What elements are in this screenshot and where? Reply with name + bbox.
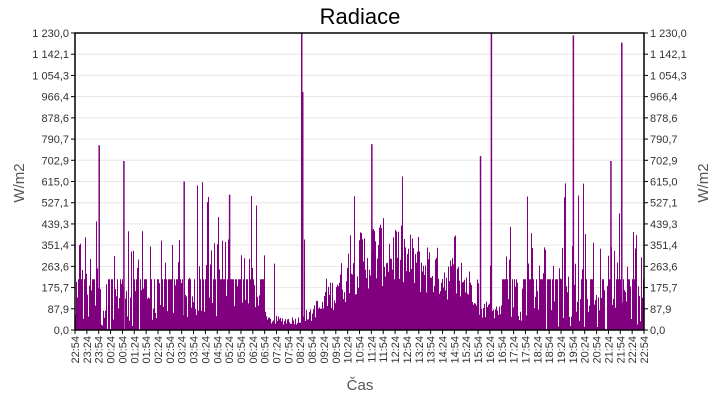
x-tick-label: 05:24 (224, 336, 236, 364)
x-tick-label: 17:24 (509, 336, 521, 364)
x-tick-label: 15:54 (473, 336, 485, 364)
y-tick-label: 966,4 (41, 92, 69, 104)
x-tick-label: 02:24 (153, 336, 165, 364)
data-bars (75, 33, 644, 330)
x-tick-label: 13:54 (426, 336, 438, 364)
y-tick-label: 351,4 (650, 240, 678, 252)
x-tick-label: 01:54 (141, 336, 153, 364)
x-tick-label: 06:54 (260, 336, 272, 364)
y-tick-label: 0,0 (54, 325, 69, 337)
y-tick-label: 87,9 (48, 304, 69, 316)
x-tick-label: 13:24 (414, 336, 426, 364)
y-tick-label: 175,7 (41, 283, 69, 295)
x-tick-label: 17:54 (520, 336, 532, 364)
y-tick-label: 702,9 (41, 155, 69, 167)
x-tick-label: 05:54 (236, 336, 248, 364)
y-tick-label: 87,9 (650, 304, 671, 316)
y-tick-label: 1 054,3 (650, 70, 687, 82)
chart-title: Radiace (319, 4, 401, 29)
x-tick-label: 20:24 (580, 336, 592, 364)
y-tick-label: 615,0 (41, 177, 69, 189)
y-tick-label: 1 054,3 (32, 70, 69, 82)
x-tick-label: 09:24 (319, 336, 331, 364)
x-tick-label: 14:54 (449, 336, 461, 364)
x-tick-label: 20:54 (592, 336, 604, 364)
y-tick-label: 878,6 (41, 113, 69, 125)
x-tick-label: 11:24 (366, 336, 378, 363)
x-tick-label: 08:24 (295, 336, 307, 364)
x-tick-label: 07:24 (272, 336, 284, 364)
y-tick-label: 615,0 (650, 177, 678, 189)
x-tick-label: 22:54 (639, 336, 651, 364)
y-tick-label: 1 230,0 (650, 28, 687, 40)
y-tick-label: 175,7 (650, 283, 678, 295)
x-tick-label: 00:24 (106, 336, 118, 364)
y-tick-label: 1 142,1 (32, 49, 69, 61)
x-tick-label: 15:24 (461, 336, 473, 364)
y-tick-label: 527,1 (650, 198, 678, 210)
x-tick-label: 06:24 (248, 336, 260, 364)
x-tick-label: 09:54 (331, 336, 343, 364)
y-tick-label: 527,1 (41, 198, 69, 210)
x-tick-label: 18:24 (532, 336, 544, 364)
y-tick-label: 351,4 (41, 240, 69, 252)
x-tick-label: 22:24 (627, 336, 639, 364)
x-tick-label: 22:54 (70, 336, 82, 364)
x-tick-label: 16:54 (497, 336, 509, 364)
y-axis-title-left: W/m2 (11, 163, 28, 202)
x-tick-label: 08:54 (307, 336, 319, 364)
y-tick-label: 790,7 (650, 134, 678, 146)
x-tick-label: 16:24 (485, 336, 497, 364)
x-tick-label: 21:24 (603, 336, 615, 364)
x-tick-label: 04:54 (212, 336, 224, 364)
x-tick-label: 07:54 (283, 336, 295, 364)
x-axis: 22:54 23:24 23:54 00:24 00:54 01:24 01:54 02:24… (70, 330, 651, 364)
x-tick-label: 10:54 (355, 336, 367, 364)
y-axis-right: 0,0 87,9 175,7 263,6 351,4 439,3 527,1 615,0 702… (644, 28, 687, 337)
y-axis-title-right: W/m2 (695, 163, 712, 202)
x-tick-label: 21:54 (615, 336, 627, 364)
x-tick-label: 03:54 (189, 336, 201, 364)
y-tick-label: 966,4 (650, 92, 678, 104)
y-tick-label: 439,3 (650, 219, 678, 231)
x-tick-label: 23:54 (94, 336, 106, 364)
x-tick-label: 19:54 (568, 336, 580, 364)
x-tick-label: 03:24 (177, 336, 189, 364)
x-tick-label: 19:24 (556, 336, 568, 364)
x-tick-label: 12:24 (390, 336, 402, 364)
x-tick-label: 11:54 (378, 336, 390, 363)
x-tick-label: 02:54 (165, 336, 177, 364)
x-tick-label: 12:54 (402, 336, 414, 364)
x-tick-label: 18:54 (544, 336, 556, 364)
x-tick-label: 01:24 (129, 336, 141, 364)
y-tick-label: 263,6 (650, 261, 678, 273)
x-tick-label: 00:54 (117, 336, 129, 364)
y-tick-label: 439,3 (41, 219, 69, 231)
y-tick-label: 878,6 (650, 113, 678, 125)
y-tick-label: 1 230,0 (32, 28, 69, 40)
y-tick-label: 263,6 (41, 261, 69, 273)
y-tick-label: 1 142,1 (650, 49, 687, 61)
y-tick-label: 702,9 (650, 155, 678, 167)
y-tick-label: 790,7 (41, 134, 69, 146)
x-tick-label: 10:24 (343, 336, 355, 364)
x-tick-label: 04:24 (200, 336, 212, 364)
y-tick-label: 0,0 (650, 325, 665, 337)
x-tick-label: 23:24 (82, 336, 94, 364)
x-tick-label: 14:24 (437, 336, 449, 364)
x-axis-title: Čas (347, 377, 374, 394)
y-axis-left: 0,0 87,9 175,7 263,6 351,4 439,3 527,1 615,0 702… (32, 28, 75, 337)
